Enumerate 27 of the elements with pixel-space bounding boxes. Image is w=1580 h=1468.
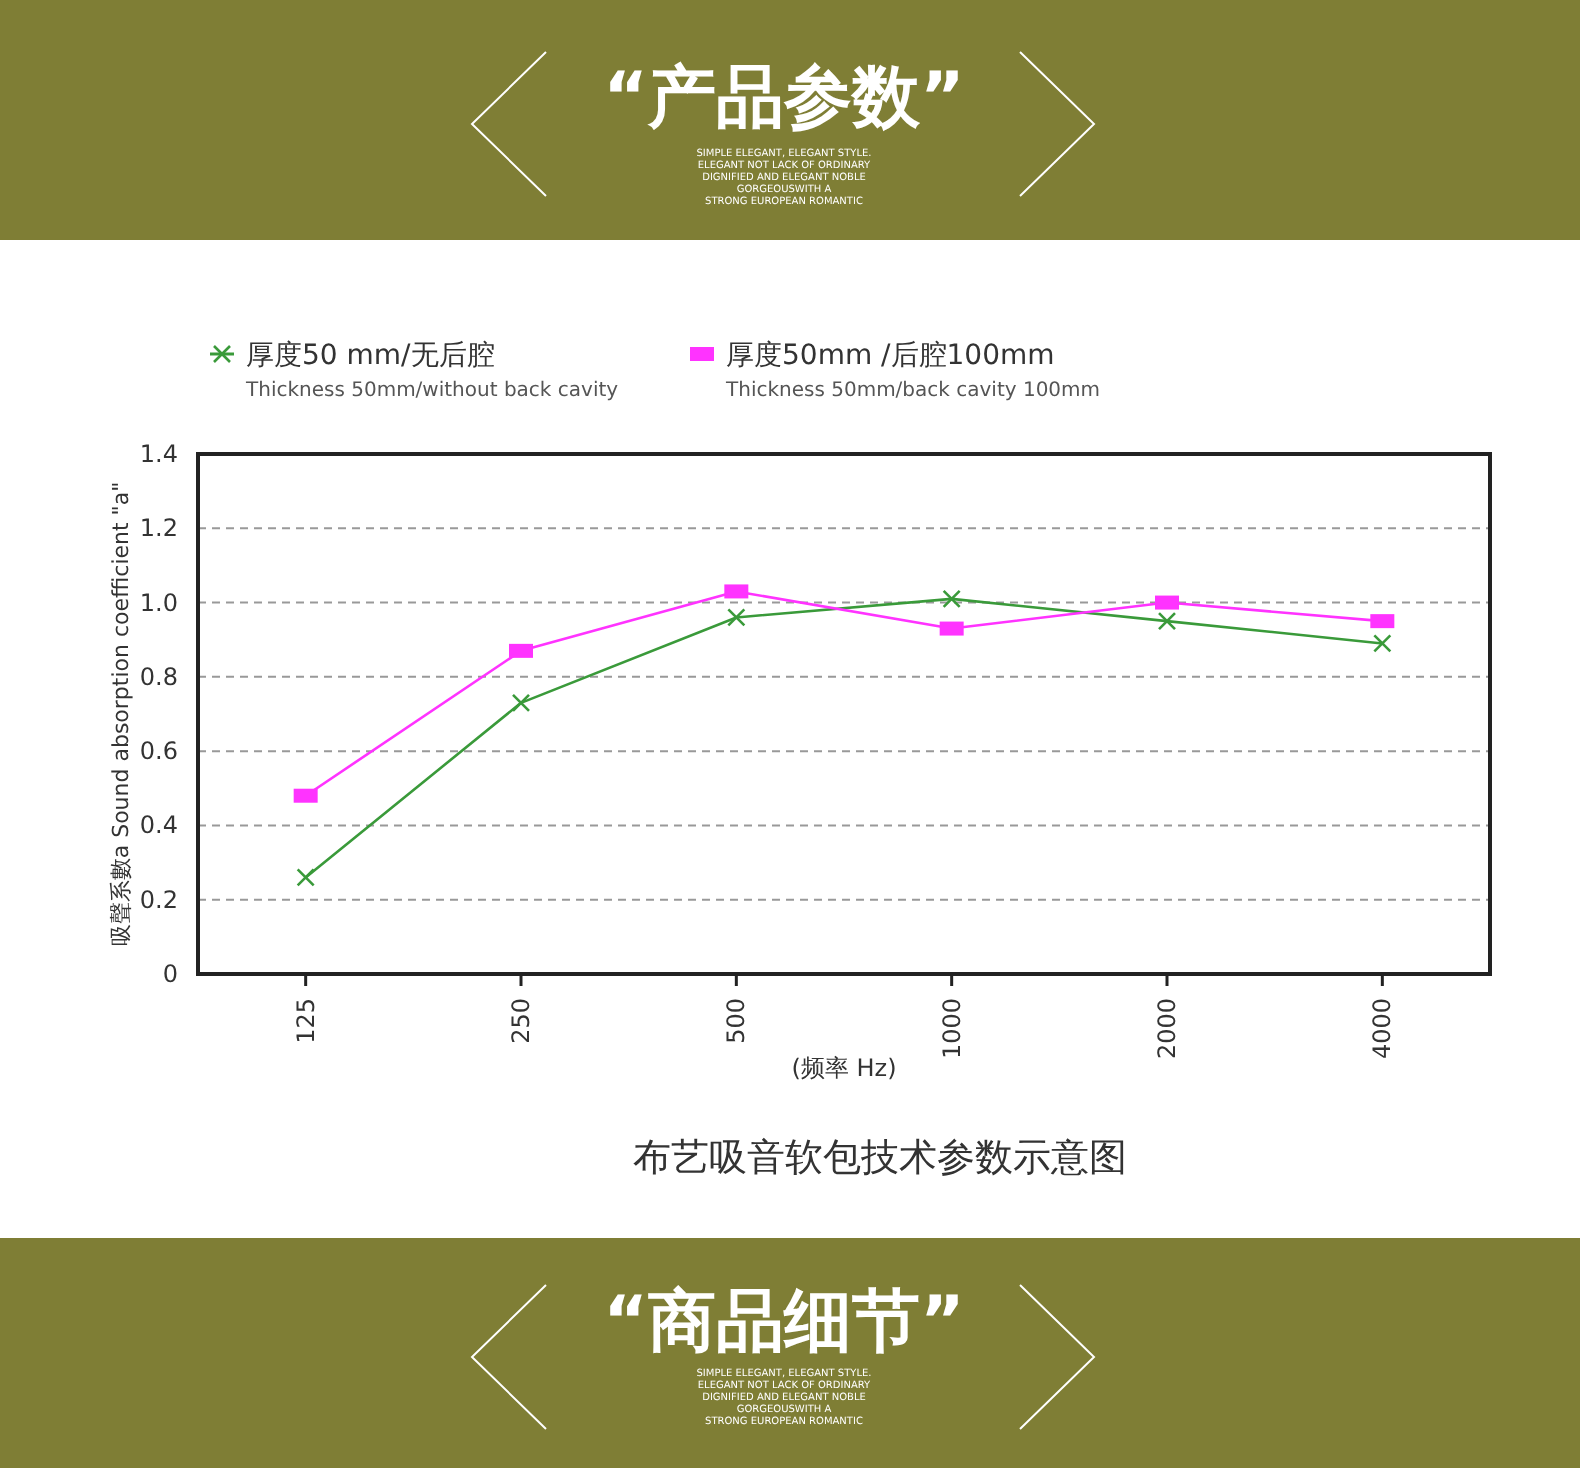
x-tick-label: 1000: [937, 998, 966, 1060]
y-tick-label: 0.4: [139, 811, 178, 840]
y-axis-title: 吸聲系數a Sound absorption coefficient "a": [108, 481, 134, 947]
x-tick-label: 500: [722, 998, 751, 1044]
point: [727, 608, 746, 627]
x-tick-label: 4000: [1368, 998, 1397, 1060]
point: [1157, 611, 1177, 631]
legend-label: 厚度50 mm/无后腔 Thickness 50mm/without back cavity: [244, 340, 619, 402]
point: [1373, 634, 1392, 653]
y-tick-label: 0: [162, 960, 178, 988]
x-tick-label: 2000: [1153, 998, 1181, 1060]
text: “商品细节”: [603, 1282, 965, 1362]
text: 布艺吸音软包技术参数示意图: [633, 1136, 1127, 1180]
y-tick-label: 0.8: [139, 662, 178, 691]
chart-title: “产品参数”: [603, 58, 965, 138]
x-tick-label: 125: [291, 998, 320, 1044]
y-tick-label: 1.4: [139, 440, 178, 468]
point: [511, 693, 531, 713]
point: [942, 589, 961, 609]
point: [296, 868, 315, 887]
legend-label: 厚度50mm /后腔100mm Thickness 50mm/back cavity 100mm: [724, 340, 1101, 402]
y-tick-label: 0.2: [139, 885, 178, 914]
x-tick-label: 250: [507, 998, 535, 1044]
y-tick-label: 1.2: [139, 514, 178, 543]
x-axis-title: (频率 Hz): [791, 1054, 897, 1082]
y-tick-label: 1.0: [139, 588, 178, 617]
y-tick-label: 0.6: [139, 737, 178, 766]
